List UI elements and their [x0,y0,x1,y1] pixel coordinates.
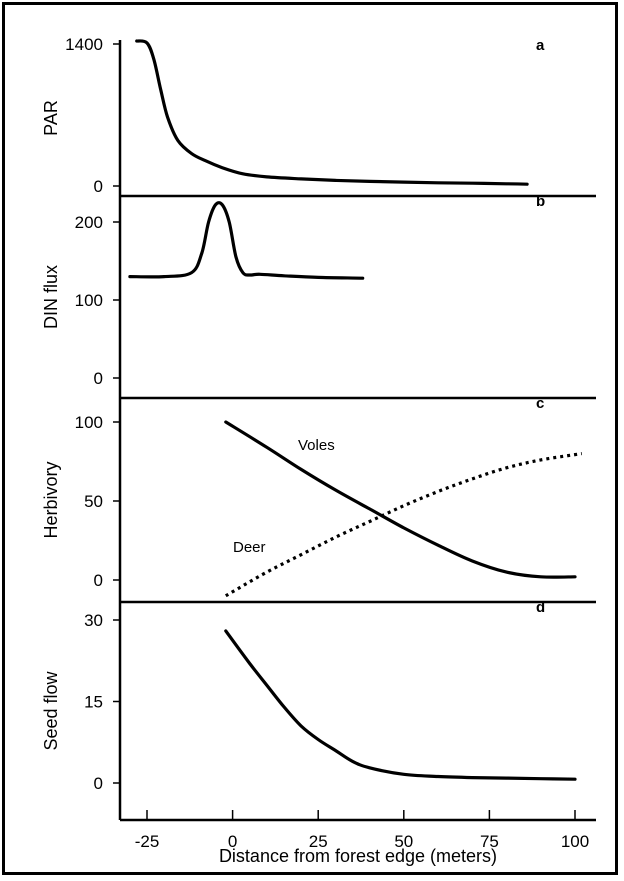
y-tick-label: 0 [94,774,103,793]
x-tick-label: 100 [561,832,589,851]
panel-letter: b [536,193,545,210]
x-tick-label: 50 [394,832,413,851]
figure-frame [2,2,618,875]
y-tick-label: 50 [84,492,103,511]
panel-d: d Seed flow 0 15 30 -25 0 25 50 75 100 Distance fro… [41,599,596,866]
panel-letter: c [536,395,544,412]
panel-letter: a [536,37,545,54]
y-tick-label: 200 [75,213,103,232]
y-tick-label: 0 [94,571,103,590]
series-label-voles: Voles [298,437,335,454]
panel-b: b DIN flux 0 100 200 [41,193,596,400]
x-tick-label: 25 [309,832,328,851]
y-axis-label: Seed flow [41,670,61,750]
x-tick-label: 75 [480,832,499,851]
series-line-a [135,39,529,186]
x-tick-label: -25 [135,832,160,851]
y-tick-label: 100 [75,413,103,432]
panel-letter: d [536,599,545,616]
panel-c: c Herbivory 0 50 100 Voles Deer [41,395,596,604]
series-line-d [224,629,577,781]
y-axis-label: PAR [41,100,61,136]
y-axis-label: DIN flux [41,265,61,329]
x-tick-label: 0 [228,832,237,851]
panel-a: a PAR 0 1400 [41,35,596,198]
y-tick-label: 30 [84,611,103,630]
y-tick-label: 1400 [65,35,103,54]
series-line-b [128,201,365,280]
series-line-voles [224,420,577,579]
series-label-deer: Deer [233,539,266,556]
y-tick-label: 15 [84,693,103,712]
y-tick-label: 100 [75,291,103,310]
x-axis-label: Distance from forest edge (meters) [219,846,497,866]
y-tick-label: 0 [94,369,103,388]
y-axis-label: Herbivory [41,461,61,538]
y-tick-label: 0 [94,177,103,196]
